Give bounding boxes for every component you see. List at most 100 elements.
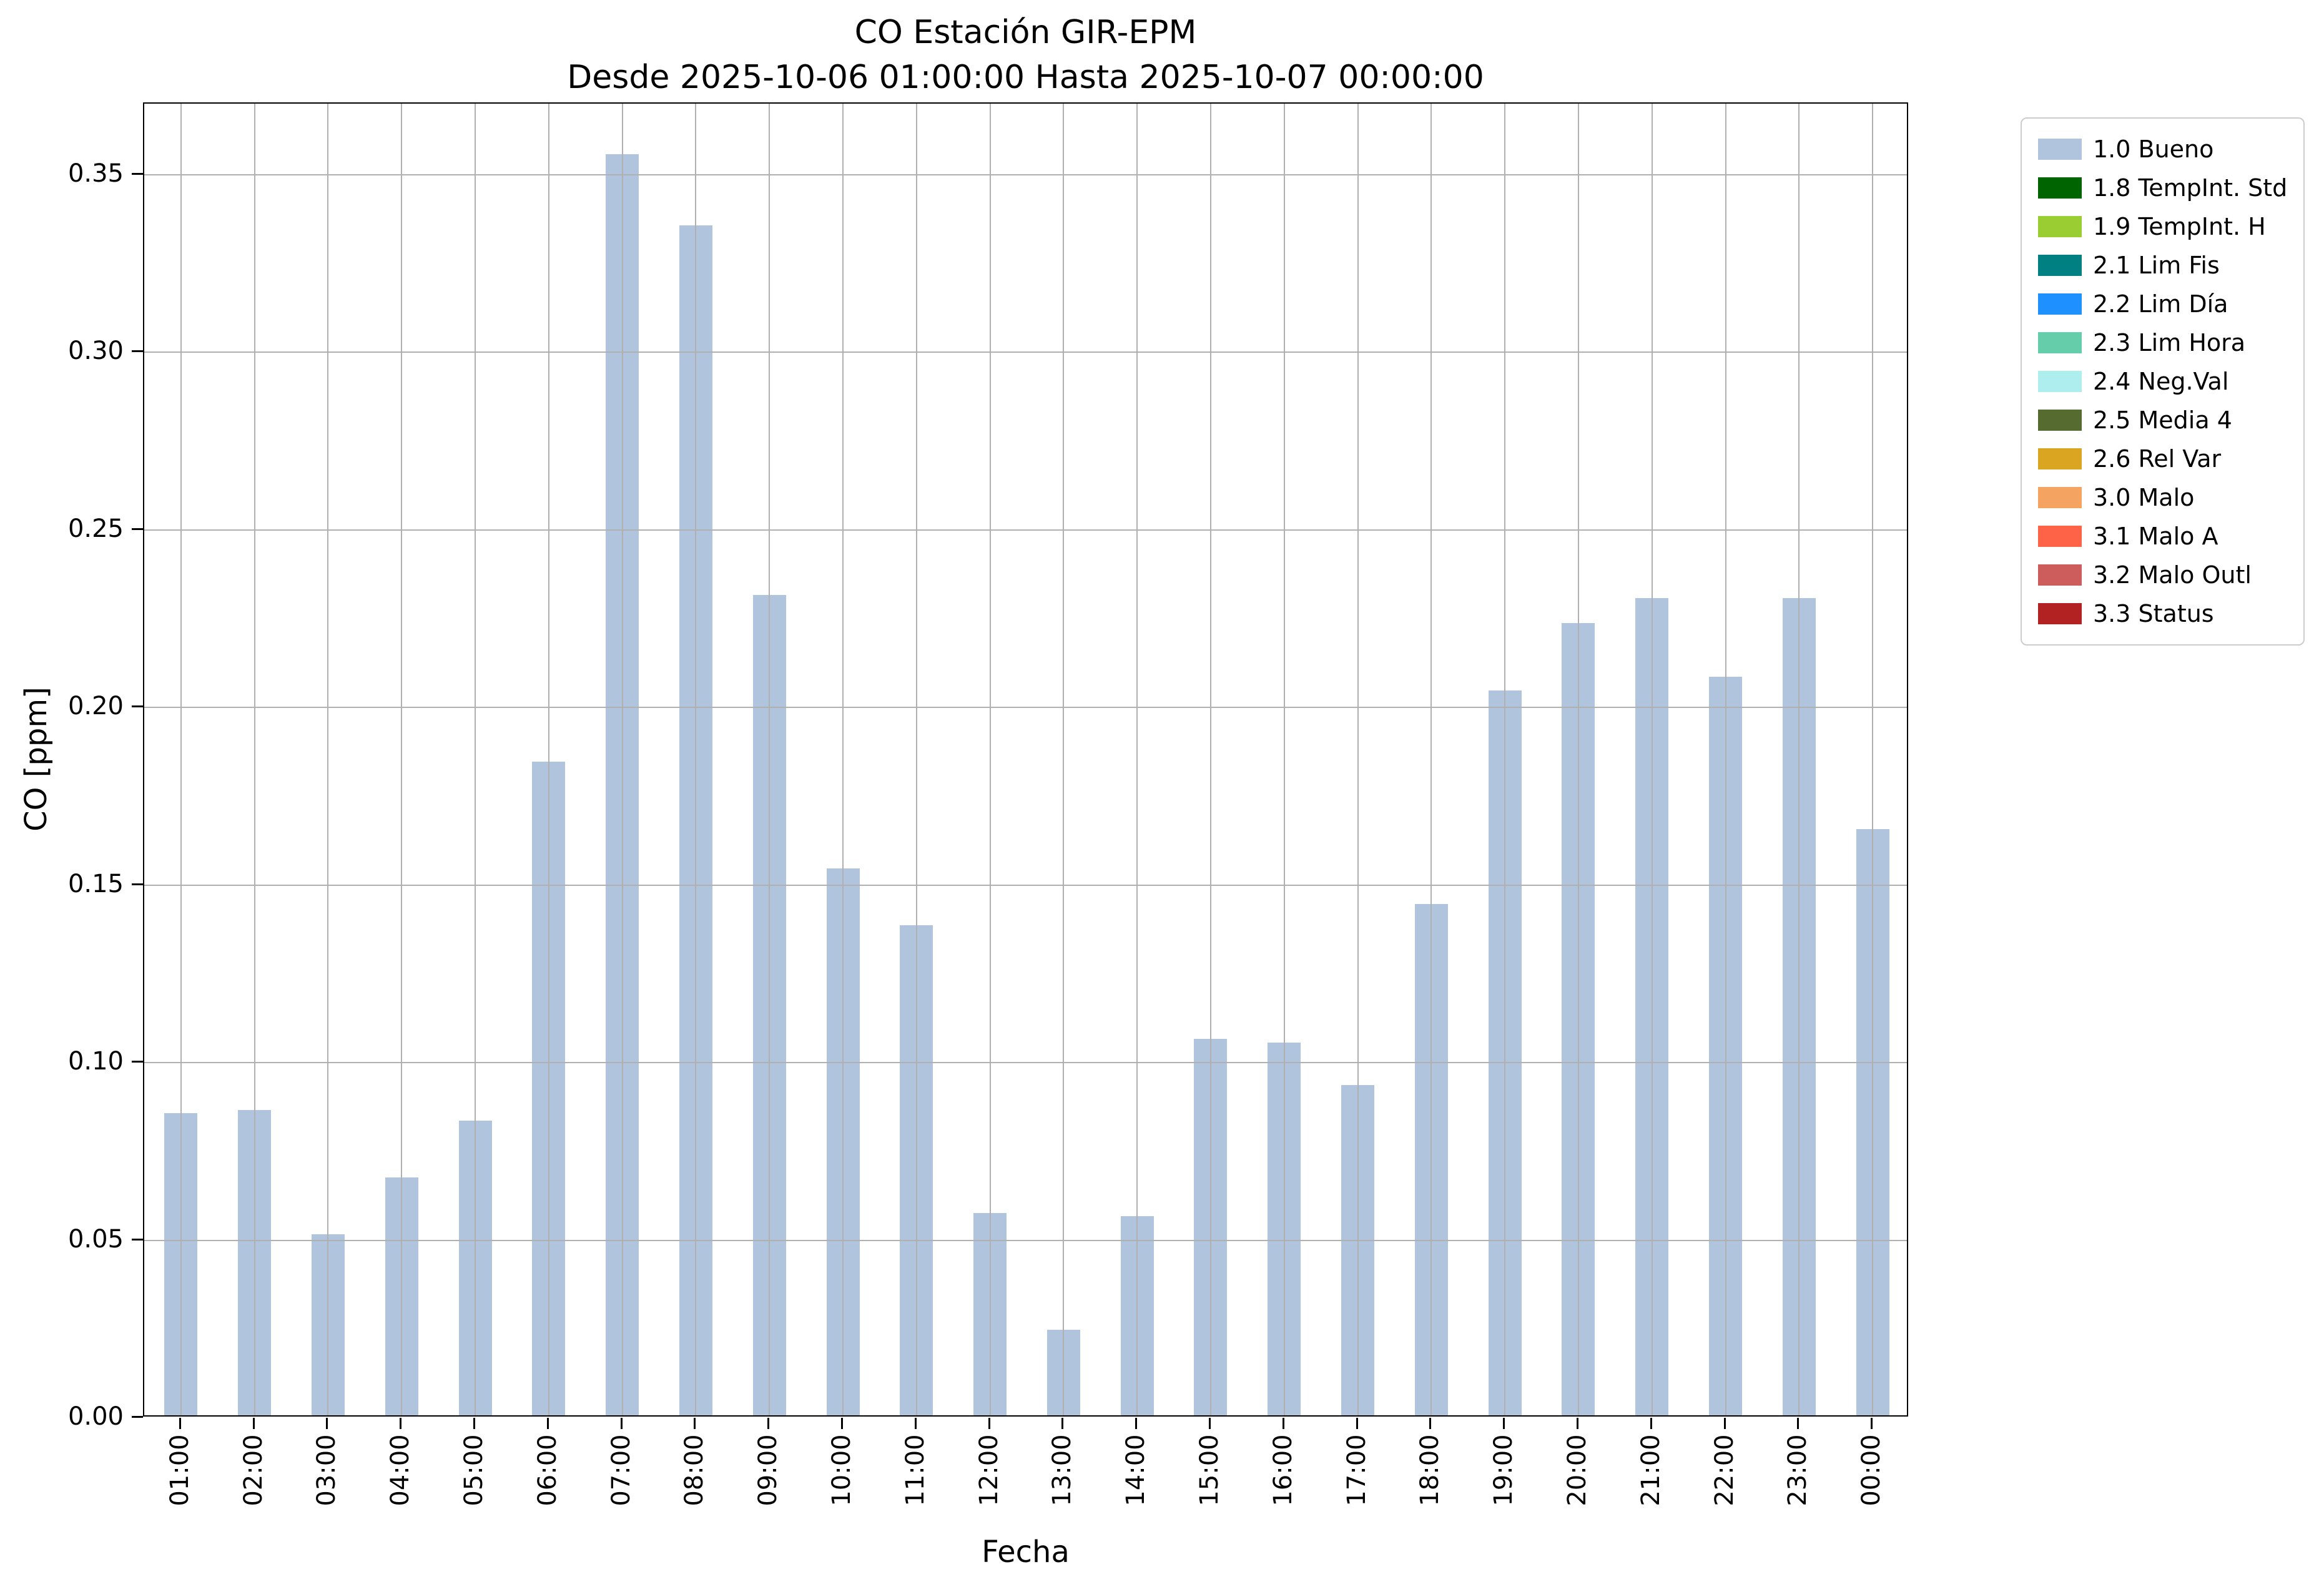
legend-color-swatch xyxy=(2038,487,2082,508)
legend-item: 3.1 Malo A xyxy=(2038,517,2287,556)
legend-item-label: 1.8 TempInt. Std xyxy=(2093,174,2288,202)
y-tick-mark xyxy=(132,1416,143,1418)
legend-item-label: 1.9 TempInt. H xyxy=(2093,213,2266,240)
legend-item: 3.2 Malo Outl xyxy=(2038,556,2287,594)
x-tick-mark xyxy=(1650,1418,1652,1429)
gridline-horizontal xyxy=(144,351,1907,353)
x-tick-mark xyxy=(621,1418,623,1429)
y-tick-label: 0.15 xyxy=(67,870,124,898)
x-tick-label: 09:00 xyxy=(754,1434,782,1506)
x-tick-label: 22:00 xyxy=(1710,1434,1739,1506)
gridline-horizontal xyxy=(144,174,1907,175)
gridline-vertical xyxy=(1063,104,1064,1415)
legend-item-label: 2.4 Neg.Val xyxy=(2093,368,2229,395)
gridline-vertical xyxy=(842,104,844,1415)
gridline-vertical xyxy=(254,104,255,1415)
legend-color-swatch xyxy=(2038,255,2082,276)
legend-item-label: 3.2 Malo Outl xyxy=(2093,561,2252,589)
x-tick-mark xyxy=(1356,1418,1358,1429)
y-tick-label: 0.30 xyxy=(67,337,124,365)
x-tick-mark xyxy=(1061,1418,1063,1429)
x-tick-label: 15:00 xyxy=(1195,1434,1224,1506)
gridline-vertical xyxy=(1210,104,1211,1415)
gridline-vertical xyxy=(475,104,476,1415)
legend-color-swatch xyxy=(2038,371,2082,392)
x-tick-mark xyxy=(1209,1418,1211,1429)
legend-item-label: 2.2 Lim Día xyxy=(2093,290,2228,318)
x-tick-label: 05:00 xyxy=(460,1434,488,1506)
x-tick-mark xyxy=(1577,1418,1578,1429)
x-tick-mark xyxy=(1135,1418,1137,1429)
gridline-vertical xyxy=(401,104,402,1415)
x-tick-mark xyxy=(1871,1418,1873,1429)
y-tick-mark xyxy=(132,528,143,530)
x-tick-label: 16:00 xyxy=(1269,1434,1297,1506)
y-tick-label: 0.25 xyxy=(67,514,124,543)
x-tick-label: 04:00 xyxy=(386,1434,415,1506)
x-axis-label: Fecha xyxy=(982,1535,1070,1570)
legend-color-swatch xyxy=(2038,332,2082,353)
legend-item: 3.0 Malo xyxy=(2038,478,2287,517)
chart-title-block: CO Estación GIR-EPM Desde 2025-10-06 01:… xyxy=(143,10,1908,100)
x-tick-label: 23:00 xyxy=(1783,1434,1812,1506)
x-tick-label: 03:00 xyxy=(312,1434,341,1506)
legend-item: 3.3 Status xyxy=(2038,594,2287,633)
gridline-vertical xyxy=(1798,104,1800,1415)
legend-color-swatch xyxy=(2038,526,2082,547)
x-tick-mark xyxy=(1724,1418,1726,1429)
legend-item-label: 3.1 Malo A xyxy=(2093,523,2218,550)
x-tick-label: 00:00 xyxy=(1857,1434,1886,1506)
legend-item-label: 3.3 Status xyxy=(2093,600,2214,627)
gridline-vertical xyxy=(769,104,770,1415)
x-tick-mark xyxy=(988,1418,990,1429)
x-tick-mark xyxy=(915,1418,917,1429)
legend-color-swatch xyxy=(2038,603,2082,624)
y-tick-label: 0.20 xyxy=(67,692,124,720)
x-tick-label: 08:00 xyxy=(680,1434,709,1506)
gridline-vertical xyxy=(548,104,549,1415)
gridline-vertical xyxy=(916,104,917,1415)
gridline-vertical xyxy=(1872,104,1873,1415)
legend-item-label: 2.1 Lim Fis xyxy=(2093,252,2220,279)
x-tick-label: 20:00 xyxy=(1563,1434,1592,1506)
x-tick-label: 10:00 xyxy=(827,1434,856,1506)
legend-item: 2.3 Lim Hora xyxy=(2038,323,2287,362)
x-tick-mark xyxy=(253,1418,255,1429)
legend-item: 2.5 Media 4 xyxy=(2038,401,2287,440)
y-tick-mark xyxy=(132,705,143,707)
x-tick-mark xyxy=(1503,1418,1505,1429)
legend-color-swatch xyxy=(2038,564,2082,586)
y-tick-label: 0.10 xyxy=(67,1047,124,1076)
chart-subtitle: Desde 2025-10-06 01:00:00 Hasta 2025-10-… xyxy=(567,59,1484,96)
legend-color-swatch xyxy=(2038,177,2082,199)
gridline-vertical xyxy=(695,104,696,1415)
gridline-horizontal xyxy=(144,529,1907,531)
legend-item-label: 2.3 Lim Hora xyxy=(2093,329,2246,356)
x-tick-mark xyxy=(767,1418,769,1429)
x-tick-mark xyxy=(841,1418,843,1429)
gridline-horizontal xyxy=(144,1240,1907,1241)
gridline-horizontal xyxy=(144,707,1907,708)
y-tick-mark xyxy=(132,1061,143,1063)
x-tick-label: 07:00 xyxy=(607,1434,636,1506)
x-tick-label: 14:00 xyxy=(1121,1434,1150,1506)
plot-area xyxy=(143,102,1908,1417)
legend-item-label: 1.0 Bueno xyxy=(2093,135,2214,163)
legend-item: 1.0 Bueno xyxy=(2038,130,2287,169)
legend-color-swatch xyxy=(2038,293,2082,315)
legend-item: 1.9 TempInt. H xyxy=(2038,207,2287,246)
x-tick-mark xyxy=(1429,1418,1431,1429)
gridline-vertical xyxy=(990,104,991,1415)
x-tick-label: 12:00 xyxy=(975,1434,1003,1506)
x-tick-mark xyxy=(1797,1418,1799,1429)
legend-color-swatch xyxy=(2038,216,2082,237)
x-tick-label: 01:00 xyxy=(165,1434,194,1506)
y-tick-mark xyxy=(132,883,143,885)
y-tick-label: 0.00 xyxy=(67,1402,124,1431)
legend-item: 2.6 Rel Var xyxy=(2038,440,2287,478)
gridline-vertical xyxy=(1725,104,1726,1415)
x-tick-mark xyxy=(694,1418,696,1429)
legend-item: 2.2 Lim Día xyxy=(2038,285,2287,323)
legend-item: 1.8 TempInt. Std xyxy=(2038,169,2287,207)
gridline-vertical xyxy=(1652,104,1653,1415)
